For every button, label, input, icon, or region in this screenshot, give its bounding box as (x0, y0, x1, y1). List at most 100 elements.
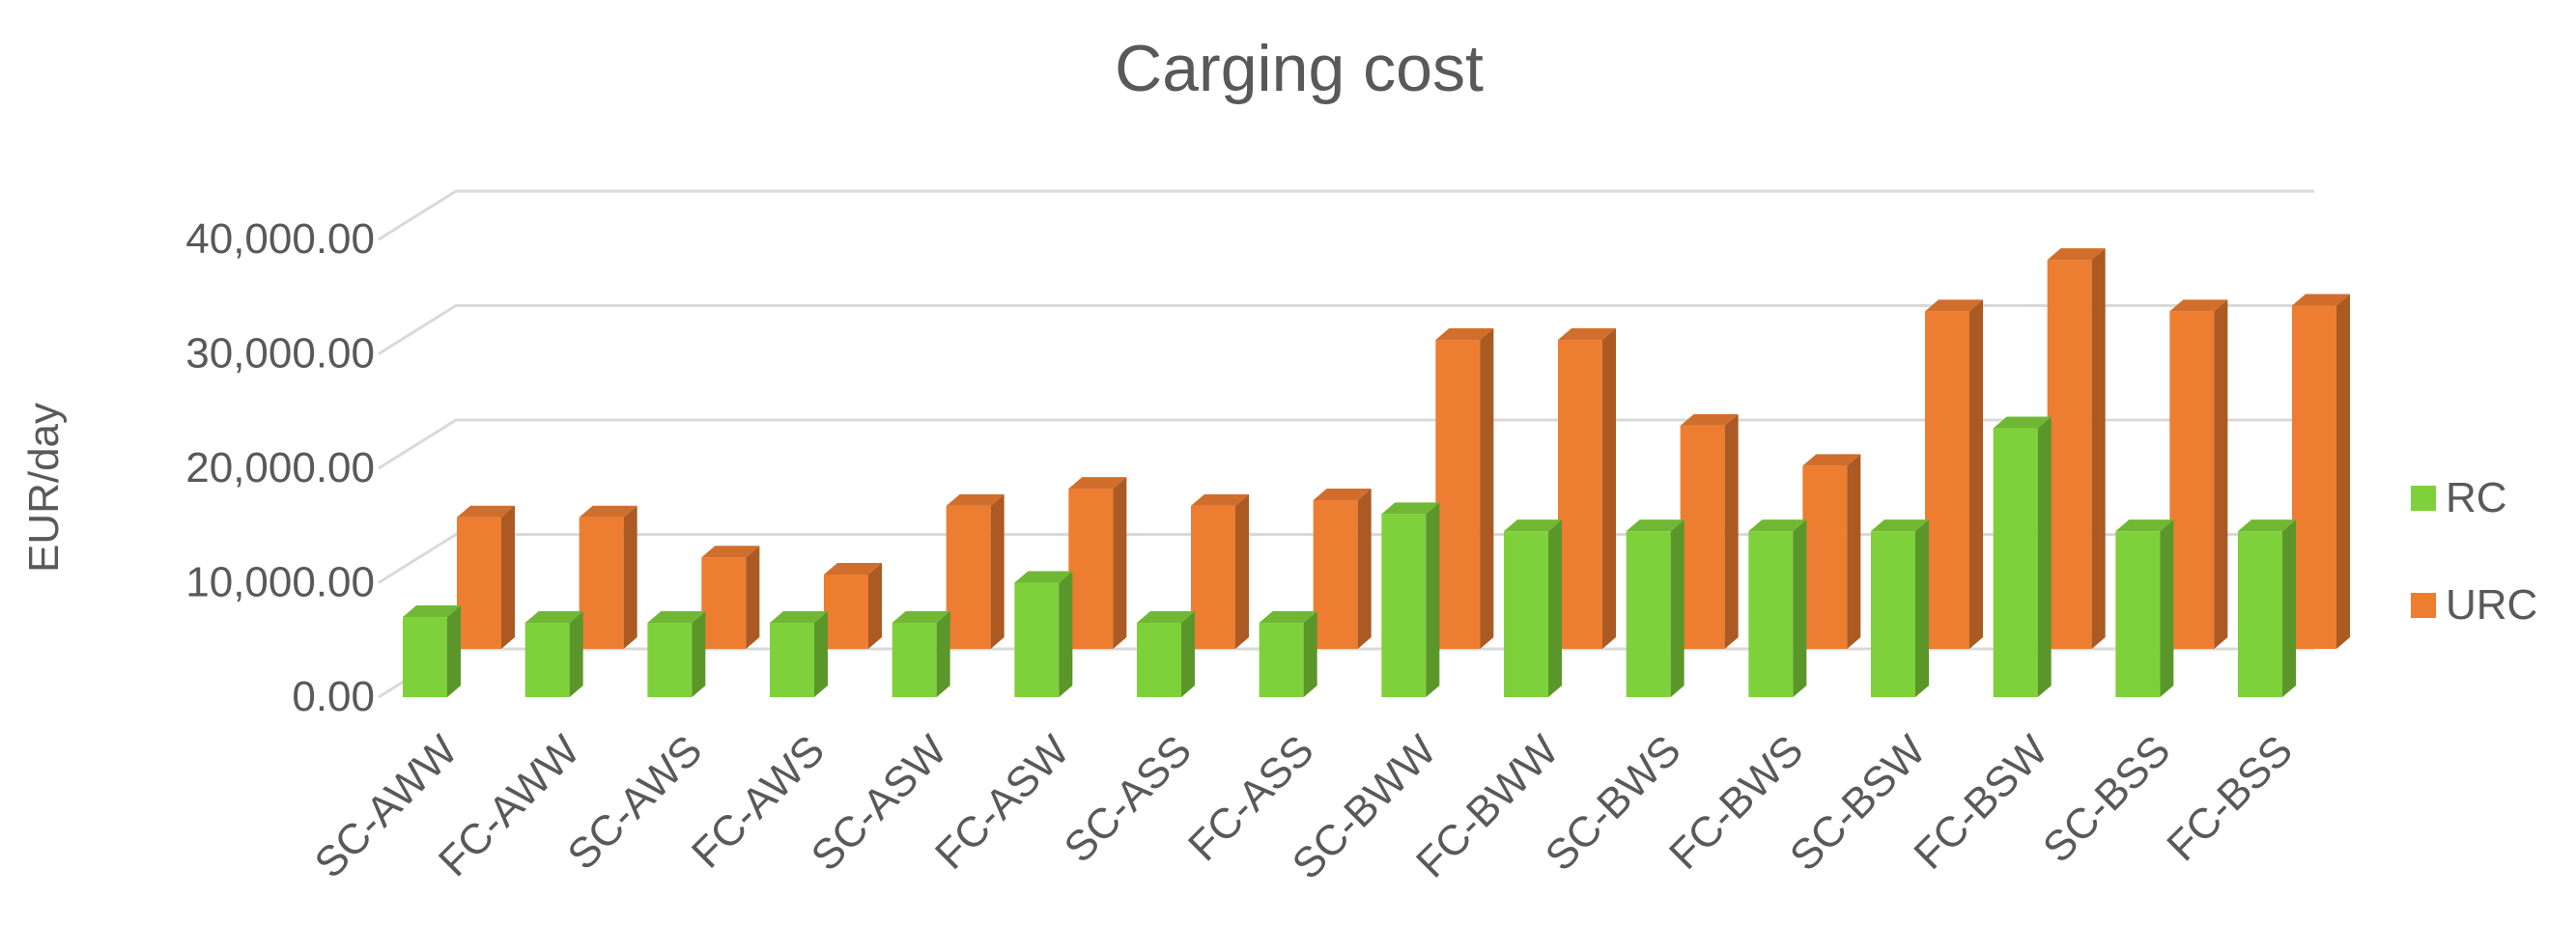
bar-urc-fc-bss-side (2336, 294, 2350, 649)
bar-rc-fc-bws-top (1748, 519, 1807, 532)
y-axis-title: EUR/day (20, 403, 68, 573)
bar-rc-sc-aws (647, 610, 706, 697)
bar-rc-fc-aww-front (524, 622, 570, 697)
bar-urc-fc-asw-side (1113, 477, 1127, 649)
bar-urc-fc-aww-side (623, 505, 637, 649)
bar-urc-sc-asw-top (946, 493, 1005, 506)
bar-urc-fc-aws-side (868, 562, 882, 649)
bar-rc-fc-bss-top (2238, 519, 2296, 532)
bar-urc-sc-bss-side (2214, 299, 2228, 649)
bar-urc-sc-ass-top (1191, 493, 1249, 506)
bar-rc-sc-bsw-front (1871, 531, 1915, 697)
bar-rc-sc-bww (1381, 502, 1440, 697)
bar-rc-sc-aww (403, 605, 461, 697)
bar-rc-fc-ass-front (1259, 622, 1304, 697)
bar-urc-fc-aws-top (824, 562, 882, 575)
bar-urc-sc-bww-side (1480, 328, 1494, 649)
bar-rc-sc-bww-top (1381, 502, 1440, 515)
bar-rc-sc-ass-top (1137, 610, 1195, 623)
bar-urc-sc-bww (1435, 328, 1494, 649)
bar-rc-sc-aww-top (403, 605, 461, 618)
bar-urc-fc-ass-side (1357, 488, 1372, 649)
bar-urc-fc-bww-front (1558, 340, 1602, 649)
bar-rc-fc-aww (524, 610, 583, 697)
bar-rc-sc-aws-top (647, 610, 706, 623)
bar-rc-fc-ass (1259, 610, 1317, 697)
bar-rc-fc-bws-front (1748, 531, 1794, 697)
bar-urc-fc-bww-top (1558, 328, 1616, 341)
x-axis-categories: SC-AWWFC-AWWSC-AWSFC-AWSSC-ASWFC-ASWSC-A… (306, 726, 2303, 888)
x-tick-label: FC-BSW (1905, 726, 2057, 879)
bar-rc-fc-aww-side (569, 610, 583, 697)
bar-urc-sc-bww-top (1435, 328, 1494, 341)
bar-urc-sc-aww-top (457, 505, 515, 518)
bar-urc-fc-asw-front (1068, 489, 1114, 649)
bar-urc-sc-ass-side (1235, 493, 1249, 649)
bar-rc-sc-bww-side (1426, 502, 1440, 697)
bar-rc-sc-ass-side (1181, 610, 1195, 697)
bar-urc-fc-asw (1068, 477, 1127, 649)
bar-rc-fc-bss (2238, 519, 2296, 697)
bar-urc-sc-bws-front (1680, 425, 1725, 649)
bar-rc-fc-bww-top (1504, 519, 1562, 532)
series-rc (403, 416, 2296, 697)
bar-urc-sc-aww-front (457, 517, 501, 649)
bar-rc-fc-bsw-front (1993, 428, 2038, 697)
bar-rc-fc-bss-front (2238, 531, 2282, 697)
bar-urc-sc-aws (701, 546, 760, 649)
bar-rc-fc-bsw-top (1993, 416, 2052, 429)
gridline (378, 189, 2314, 241)
bar-urc-sc-bws-top (1680, 413, 1739, 426)
bar-rc-fc-bws (1748, 519, 1807, 697)
bar-rc-sc-aws-front (647, 622, 693, 697)
bar-urc-fc-bws (1802, 454, 1861, 649)
chart-title: Carging cost (1115, 32, 1484, 105)
legend-label-rc: RC (2446, 474, 2507, 521)
x-tick-label: SC-BSS (2034, 726, 2179, 871)
y-tick-label: 40,000.00 (185, 215, 375, 263)
bar-rc-sc-ass (1137, 610, 1195, 697)
bar-urc-fc-bww-side (1602, 328, 1616, 649)
bar-urc-sc-bsw-front (1925, 311, 1969, 649)
bar-urc-sc-aww-side (501, 505, 515, 649)
bar-urc-fc-aww-top (579, 505, 637, 518)
y-tick-label: 20,000.00 (185, 444, 375, 491)
bar-urc-sc-ass-front (1191, 505, 1235, 649)
bar-rc-fc-aww-top (524, 610, 583, 623)
bar-urc-fc-ass (1313, 488, 1372, 649)
bar-rc-sc-bww-front (1381, 514, 1427, 697)
bar-rc-fc-bss-side (2282, 519, 2296, 697)
bar-rc-sc-bws (1626, 519, 1684, 697)
bar-rc-fc-aws (770, 610, 828, 697)
bar-urc-sc-bws-side (1724, 413, 1739, 649)
bar-rc-sc-asw-side (936, 610, 950, 697)
bar-rc-fc-aws-front (770, 622, 814, 697)
bar-rc-fc-asw-front (1014, 582, 1060, 697)
bar-rc-fc-bsw-side (2037, 416, 2052, 697)
bar-urc-fc-bsw-side (2091, 248, 2106, 649)
bar-urc-fc-bsw-top (2047, 248, 2106, 261)
bar-rc-fc-ass-top (1259, 610, 1317, 623)
x-tick-label: SC-ASS (1056, 726, 1201, 871)
bar-urc-sc-asw-front (946, 505, 991, 649)
bar-rc-sc-asw (892, 610, 950, 697)
x-tick-label: SC-ASW (803, 726, 956, 880)
bar-rc-fc-asw-side (1059, 571, 1073, 697)
bar-urc-fc-bws-front (1802, 465, 1848, 649)
bar-rc-fc-bww-front (1504, 531, 1548, 697)
bar-urc-fc-bss-top (2292, 294, 2350, 306)
bar-rc-sc-ass-front (1137, 622, 1181, 697)
bar-rc-fc-asw-top (1014, 571, 1073, 583)
bar-urc-sc-aws-top (701, 546, 760, 558)
bar-rc-sc-aww-side (447, 605, 461, 697)
bar-urc-fc-bsw-front (2047, 260, 2092, 649)
series-urc (457, 248, 2350, 649)
bar-rc-sc-aws-side (692, 610, 706, 697)
x-tick-label: FC-ASW (926, 726, 1079, 879)
bar-rc-fc-aws-side (814, 610, 828, 697)
legend-swatch-urc (2411, 593, 2436, 618)
bar-rc-sc-bsw (1871, 519, 1929, 697)
x-tick-label: SC-BSW (1781, 726, 1935, 880)
